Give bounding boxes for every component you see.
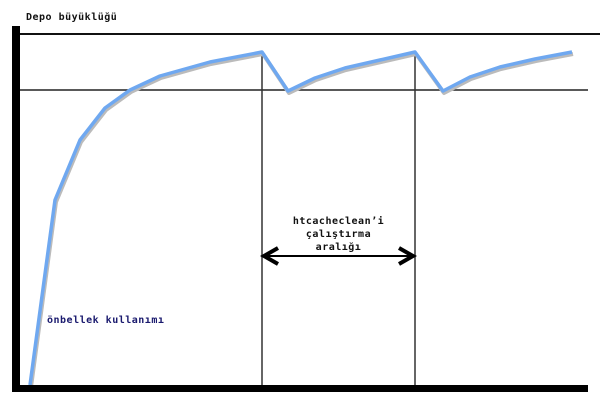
curve-label: önbellek kullanımı: [47, 315, 165, 326]
x-axis: [12, 385, 588, 392]
interval-label-line: aralığı: [315, 242, 362, 253]
interval-label-line: çalıştırma: [305, 229, 372, 240]
y-axis: [12, 26, 20, 392]
y-axis-label: Depo büyüklüğü: [26, 12, 118, 23]
interval-label: htcacheclean’i çalıştırma aralığı: [262, 215, 415, 254]
interval-label-line: htcacheclean’i: [292, 216, 385, 227]
usage-curve: [28, 50, 573, 386]
usage-curve-shadow: [29, 52, 574, 388]
